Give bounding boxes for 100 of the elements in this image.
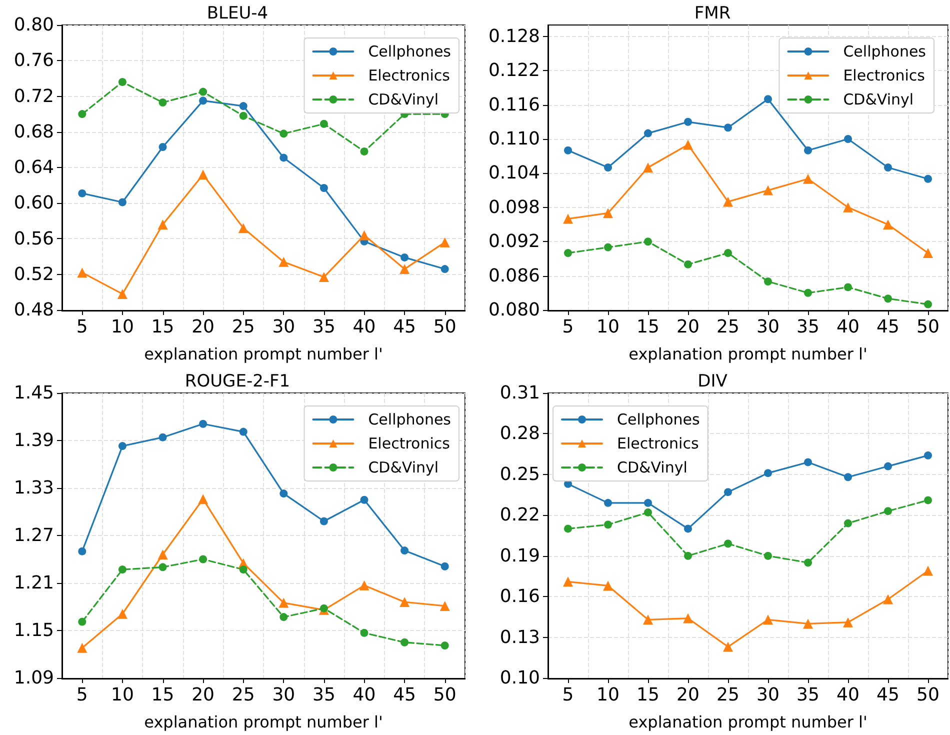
point	[603, 208, 613, 218]
x-tick-label: 10	[110, 316, 134, 338]
y-tick-label: 0.64	[14, 157, 54, 178]
point	[884, 462, 892, 470]
point	[724, 249, 732, 257]
point	[280, 490, 288, 498]
y-tick-label: 1.27	[14, 525, 54, 546]
point	[563, 576, 573, 587]
x-tick-label: 50	[433, 316, 456, 338]
point	[764, 552, 772, 560]
point	[804, 458, 812, 466]
point	[199, 555, 208, 564]
point	[360, 496, 368, 504]
point	[724, 124, 732, 132]
point	[359, 230, 370, 240]
point	[118, 78, 126, 86]
point	[199, 420, 208, 428]
point	[320, 517, 328, 526]
x-tick-label: 20	[676, 684, 700, 706]
chart-title: FMR	[694, 4, 731, 24]
point	[320, 120, 328, 128]
y-tick-label: 0.48	[14, 300, 54, 320]
point	[400, 264, 410, 274]
y-tick-label: 0.13	[500, 626, 540, 648]
point	[604, 520, 612, 529]
legend-label: Cellphones	[368, 42, 452, 60]
x-axis-title: explanation prompt number l'	[628, 712, 868, 732]
y-tick-label: 1.39	[14, 430, 54, 451]
x-axis-title: explanation prompt number l'	[144, 712, 383, 732]
point	[278, 598, 289, 608]
point	[158, 563, 167, 572]
point	[278, 256, 289, 267]
point	[118, 198, 126, 206]
point	[924, 451, 932, 460]
y-tick-label: 0.19	[500, 545, 540, 566]
x-tick-label: 50	[916, 684, 940, 706]
point	[239, 566, 248, 574]
legend-label: CD&Vinyl	[617, 458, 688, 476]
x-axis-title: explanation prompt number l'	[144, 344, 383, 364]
point	[803, 618, 813, 629]
point	[723, 642, 733, 652]
point	[923, 566, 933, 576]
chart-title: ROUGE-2-F1	[184, 372, 290, 392]
point	[883, 594, 893, 604]
x-tick-label: 40	[352, 316, 376, 338]
point	[78, 618, 86, 626]
x-tick-label: 30	[756, 316, 780, 338]
x-tick-label: 30	[272, 684, 296, 706]
point	[360, 147, 368, 156]
y-tick-label: 0.68	[14, 121, 54, 142]
point	[239, 112, 248, 120]
y-tick-label: 0.25	[500, 464, 540, 485]
legend-label: Cellphones	[843, 42, 926, 60]
x-tick-label: 10	[110, 684, 134, 706]
point	[564, 146, 572, 154]
point	[563, 214, 573, 224]
x-tick-label: 30	[756, 684, 780, 706]
point	[77, 642, 88, 653]
y-tick-label: 0.116	[488, 94, 540, 116]
point	[78, 110, 86, 118]
chart-title: BLEU-4	[206, 4, 268, 24]
point	[239, 102, 248, 110]
point	[280, 130, 288, 138]
point	[884, 164, 892, 172]
point	[440, 562, 449, 570]
y-tick-label: 0.092	[488, 231, 540, 252]
x-tick-label: 15	[636, 684, 660, 706]
y-tick-label: 0.76	[14, 50, 54, 72]
point	[564, 249, 572, 257]
point	[763, 614, 773, 625]
point	[843, 617, 853, 628]
legend-label: Electronics	[617, 434, 699, 452]
x-tick-label: 25	[232, 316, 255, 338]
x-tick-label: 5	[562, 684, 574, 706]
y-tick-label: 0.52	[14, 264, 54, 285]
point	[644, 508, 652, 516]
point	[158, 143, 167, 152]
legend-label: CD&Vinyl	[843, 90, 914, 108]
y-tick-label: 0.128	[488, 26, 540, 47]
legend-label: Electronics	[843, 66, 926, 84]
point	[118, 442, 126, 450]
point	[683, 613, 693, 624]
point	[764, 278, 772, 286]
point	[280, 613, 288, 622]
x-tick-label: 25	[716, 316, 740, 338]
legend-label: Cellphones	[617, 410, 700, 428]
point	[684, 118, 692, 126]
x-tick-label: 45	[876, 684, 900, 706]
point	[78, 547, 86, 556]
x-tick-label: 15	[151, 316, 174, 338]
x-tick-label: 25	[716, 684, 740, 706]
point	[198, 170, 208, 180]
point	[844, 135, 852, 143]
point	[199, 88, 208, 96]
point	[643, 614, 653, 625]
point	[400, 253, 409, 262]
point	[117, 288, 128, 299]
chart-title: DIV	[698, 372, 728, 392]
x-tick-label: 50	[433, 684, 456, 706]
y-tick-label: 0.098	[488, 196, 540, 218]
